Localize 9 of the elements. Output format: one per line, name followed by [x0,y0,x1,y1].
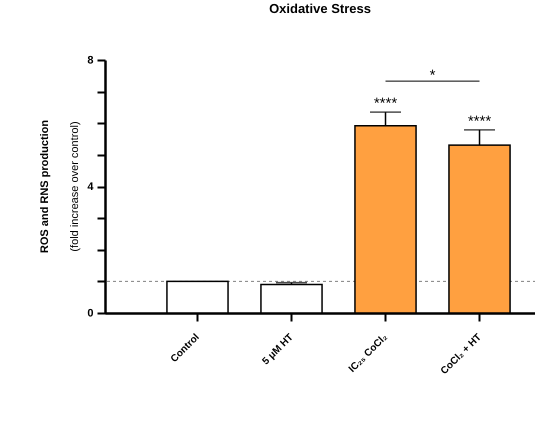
y-tick-label: 0 [87,308,94,320]
annotation: * [430,67,436,84]
chart-title: Oxidative Stress [269,1,371,16]
y-tick-label: 8 [87,54,94,66]
x-tick-label: 5 μM HT [260,332,296,368]
text: ROS and RNS production (fold increase over control) [39,120,81,254]
annotation: **** [468,112,492,130]
y-tick-label: 4 [87,181,94,193]
annotation: **** [374,95,398,112]
